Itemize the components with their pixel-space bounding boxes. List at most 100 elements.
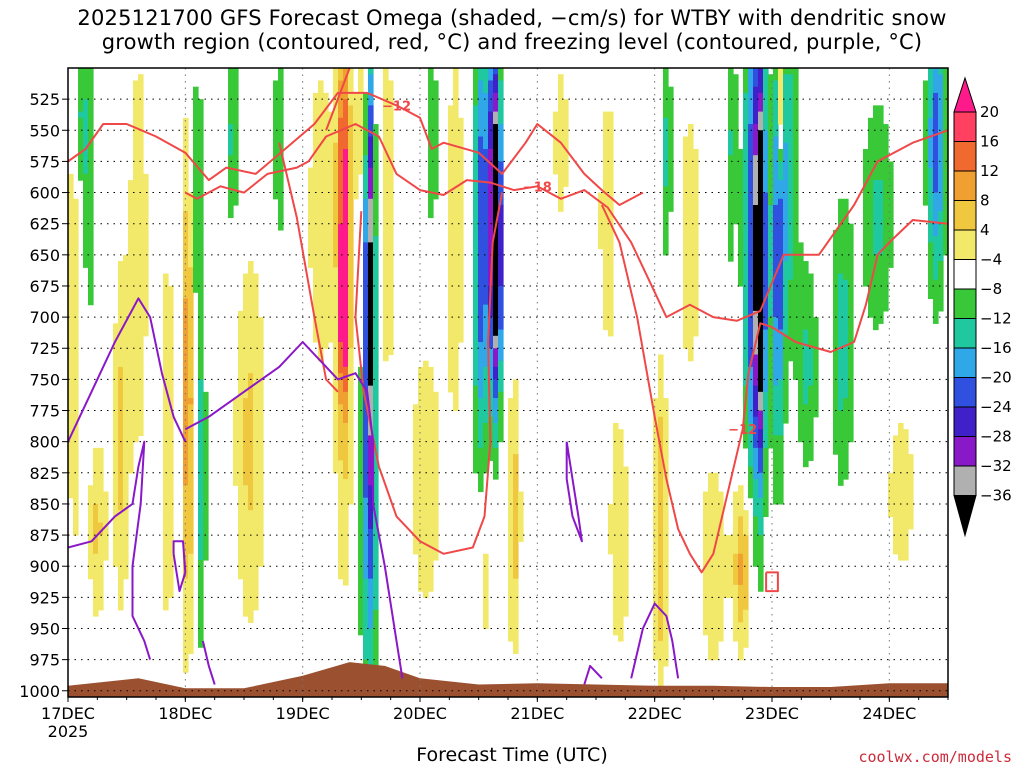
colorbar-label: −36: [980, 487, 1012, 505]
omega-cell: [448, 105, 454, 393]
omega-cell: [928, 117, 934, 169]
dgz-contour-3: [325, 68, 351, 131]
omega-cell: [518, 491, 524, 542]
colorbar-swatch: [953, 465, 977, 496]
omega-cell: [753, 385, 759, 418]
dgz-contour-1: [184, 123, 948, 322]
omega-cell: [368, 167, 374, 200]
omega-cell: [483, 422, 489, 474]
y-tick-label: 1000: [19, 682, 60, 701]
omega-cell: [493, 366, 499, 380]
y-tick-label: 675: [29, 277, 60, 296]
y-tick-label: 525: [29, 90, 60, 109]
omega-cell: [98, 535, 104, 611]
colorbar-bottom-arrow: [953, 495, 977, 538]
x-tick-label: 21DEC: [510, 704, 564, 723]
omega-cell: [833, 229, 839, 455]
omega-cell: [773, 317, 779, 387]
colorbar-label: −8: [980, 280, 1002, 298]
omega-cell: [753, 416, 759, 449]
omega-cell: [743, 535, 749, 611]
colorbar-label: −28: [980, 428, 1012, 446]
omega-cell: [368, 578, 374, 630]
colorbar-label: −24: [980, 398, 1012, 416]
colorbar-label: 16: [980, 133, 999, 151]
omega-cell: [753, 516, 759, 567]
omega-cell: [498, 360, 504, 393]
omega-cell: [493, 398, 499, 424]
colorbar-label: −4: [980, 251, 1002, 269]
y-axis: 525 550 575 600 625 650 675 700 725 750 775 800 825 8…: [19, 90, 68, 701]
omega-cell: [778, 329, 784, 380]
omega-cell: [788, 74, 794, 281]
omega-cell: [128, 180, 134, 474]
omega-cell: [343, 68, 349, 100]
omega-cell: [788, 68, 794, 75]
y-tick-label: 775: [29, 402, 60, 421]
omega-cell: [498, 80, 504, 125]
colorbar-swatch: [953, 347, 977, 378]
omega-cell: [808, 385, 814, 461]
omega-cell: [878, 105, 884, 181]
omega-cell: [753, 155, 759, 206]
omega-cell: [88, 485, 94, 580]
omega-cell: [738, 485, 744, 517]
omega-cell: [363, 198, 369, 243]
omega-cell: [368, 435, 374, 486]
omega-cell: [733, 584, 739, 642]
omega-cell: [433, 391, 439, 561]
omega-cell: [338, 223, 344, 343]
omega-cell: [743, 510, 749, 536]
omega-cell: [768, 205, 774, 318]
colorbar-swatch: [953, 288, 977, 319]
chart-title-line-1: 2025121700 GFS Forecast Omega (shaded, −…: [77, 6, 947, 30]
omega-cell: [118, 510, 124, 611]
omega-cell: [483, 366, 489, 424]
omega-cell: [623, 466, 629, 617]
omega-cell: [783, 74, 789, 144]
omega-cell: [93, 553, 99, 617]
omega-cell: [68, 173, 74, 499]
omega-cell: [753, 310, 759, 356]
omega-cell: [753, 68, 759, 88]
omega-cell: [758, 447, 764, 474]
omega-cell: [498, 391, 504, 443]
omega-heatmap: [68, 68, 948, 697]
omega-cell: [743, 92, 749, 387]
omega-cell: [253, 273, 259, 611]
colorbar-label: −20: [980, 369, 1012, 387]
colorbar-label: −16: [980, 339, 1012, 357]
colorbar-label: −12: [980, 310, 1012, 328]
omega-cell: [728, 130, 734, 156]
omega-cell: [258, 317, 264, 567]
omega-cell: [848, 223, 854, 443]
omega-cell: [368, 485, 374, 530]
omega-cell: [603, 111, 609, 331]
omega-cell: [928, 68, 934, 119]
x-tick-label: 24DEC: [862, 704, 916, 723]
omega-cell: [773, 68, 779, 82]
omega-cell: [418, 366, 424, 592]
omega-cell: [198, 99, 204, 380]
x-year-label: 2025: [48, 722, 89, 741]
dgz-contour-4: [354, 192, 504, 555]
omega-cell: [233, 398, 239, 486]
omega-cell: [368, 528, 374, 580]
omega-cell: [318, 80, 324, 362]
omega-cell: [783, 68, 789, 75]
omega-cell: [88, 68, 94, 306]
omega-cell: [508, 398, 514, 642]
omega-cell: [493, 92, 499, 113]
omega-cell: [748, 422, 754, 468]
omega-cell: [483, 68, 489, 94]
omega-cell: [78, 111, 84, 119]
omega-cell: [763, 192, 769, 331]
omega-cell: [758, 92, 764, 113]
omega-cell: [78, 68, 84, 113]
omega-cell: [713, 472, 719, 661]
omega-cell: [433, 80, 439, 200]
omega-cell: [358, 68, 364, 175]
omega-cell: [368, 105, 374, 138]
omega-cell: [343, 148, 349, 368]
omega-cell: [203, 391, 209, 561]
